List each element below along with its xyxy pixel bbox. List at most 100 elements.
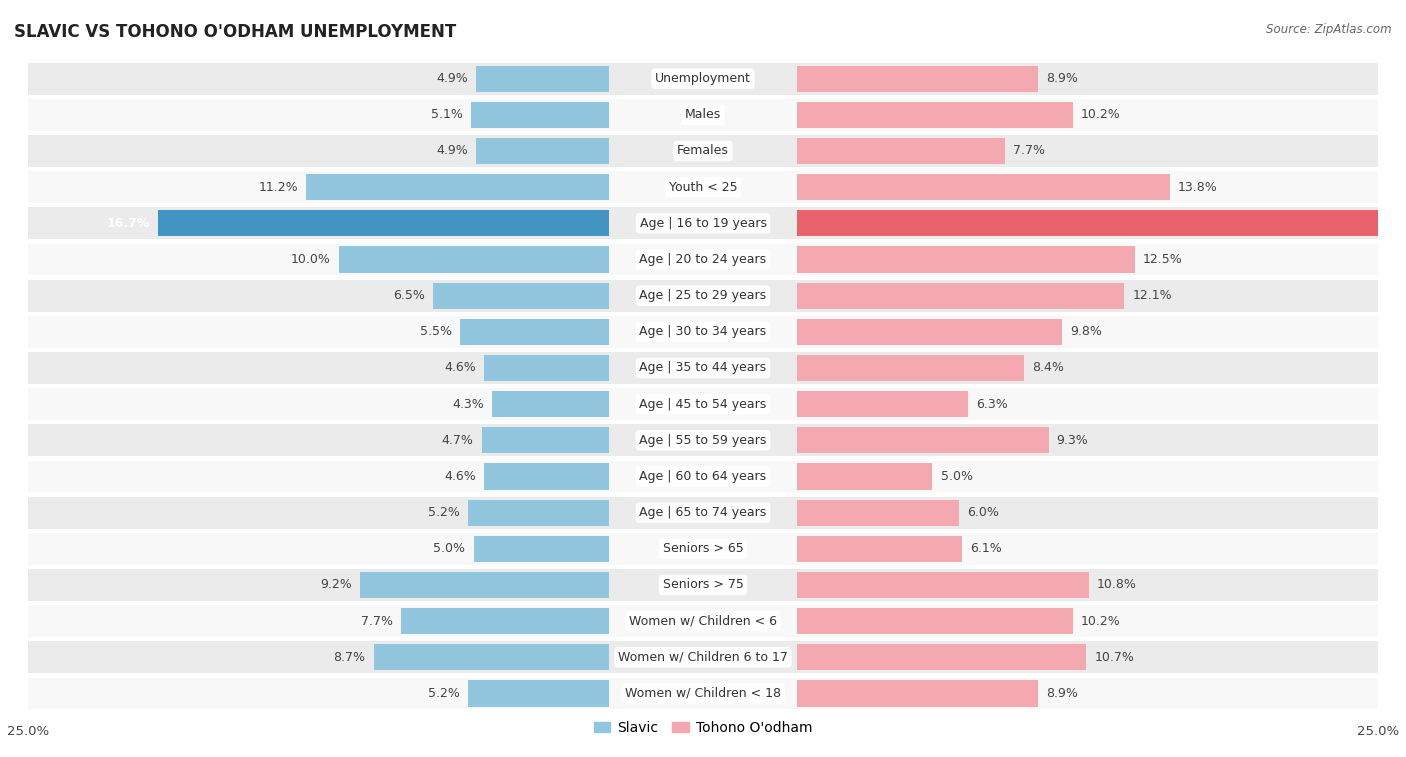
Text: 7.7%: 7.7% <box>360 615 392 628</box>
Bar <box>797 644 1087 671</box>
Text: 8.9%: 8.9% <box>1046 72 1078 85</box>
Text: Youth < 25: Youth < 25 <box>669 181 737 194</box>
Bar <box>797 247 1135 273</box>
Bar <box>797 427 1049 453</box>
Text: 16.7%: 16.7% <box>107 217 149 230</box>
Bar <box>797 681 1038 706</box>
Bar <box>477 138 609 164</box>
Text: 10.7%: 10.7% <box>1094 651 1135 664</box>
Text: SLAVIC VS TOHONO O'ODHAM UNEMPLOYMENT: SLAVIC VS TOHONO O'ODHAM UNEMPLOYMENT <box>14 23 457 41</box>
Text: 5.0%: 5.0% <box>433 542 465 556</box>
Bar <box>28 171 1378 203</box>
Bar <box>28 99 1378 131</box>
Bar <box>492 391 609 417</box>
Text: 11.2%: 11.2% <box>259 181 298 194</box>
Text: Age | 35 to 44 years: Age | 35 to 44 years <box>640 362 766 375</box>
Bar <box>797 101 1073 128</box>
Text: Age | 55 to 59 years: Age | 55 to 59 years <box>640 434 766 447</box>
Text: Age | 30 to 34 years: Age | 30 to 34 years <box>640 326 766 338</box>
Bar <box>433 282 609 309</box>
Text: 12.1%: 12.1% <box>1132 289 1171 302</box>
Text: 7.7%: 7.7% <box>1014 145 1046 157</box>
Text: 8.9%: 8.9% <box>1046 687 1078 700</box>
Text: 4.6%: 4.6% <box>444 470 477 483</box>
Bar <box>797 355 1024 381</box>
Bar <box>28 135 1378 167</box>
Text: 8.7%: 8.7% <box>333 651 366 664</box>
Text: 9.8%: 9.8% <box>1070 326 1102 338</box>
Bar <box>157 210 609 236</box>
Bar <box>28 316 1378 347</box>
Bar <box>797 66 1038 92</box>
Bar <box>482 427 609 453</box>
Text: 6.0%: 6.0% <box>967 506 1000 519</box>
Bar <box>460 319 609 345</box>
Text: Source: ZipAtlas.com: Source: ZipAtlas.com <box>1267 23 1392 36</box>
Text: Age | 45 to 54 years: Age | 45 to 54 years <box>640 397 766 410</box>
Bar <box>797 138 1005 164</box>
Text: Seniors > 75: Seniors > 75 <box>662 578 744 591</box>
Text: 13.8%: 13.8% <box>1178 181 1218 194</box>
Bar <box>307 174 609 200</box>
Text: 4.9%: 4.9% <box>436 145 468 157</box>
Text: 5.5%: 5.5% <box>420 326 451 338</box>
Bar <box>28 244 1378 276</box>
Text: Seniors > 65: Seniors > 65 <box>662 542 744 556</box>
Text: Age | 60 to 64 years: Age | 60 to 64 years <box>640 470 766 483</box>
Bar <box>797 391 967 417</box>
Bar <box>28 606 1378 637</box>
Bar <box>28 207 1378 239</box>
Bar <box>797 210 1395 236</box>
Bar <box>28 425 1378 456</box>
Bar <box>28 497 1378 528</box>
Bar <box>28 280 1378 312</box>
Text: Women w/ Children < 18: Women w/ Children < 18 <box>626 687 780 700</box>
Bar <box>797 500 959 525</box>
Text: 5.0%: 5.0% <box>941 470 973 483</box>
Bar <box>468 500 609 525</box>
Bar <box>28 678 1378 709</box>
Text: Age | 16 to 19 years: Age | 16 to 19 years <box>640 217 766 230</box>
Text: 10.2%: 10.2% <box>1081 108 1121 121</box>
Bar <box>28 533 1378 565</box>
Bar <box>484 463 609 490</box>
Bar <box>401 608 609 634</box>
Bar <box>474 536 609 562</box>
Bar <box>797 282 1125 309</box>
Legend: Slavic, Tohono O'odham: Slavic, Tohono O'odham <box>588 715 818 740</box>
Bar <box>28 388 1378 420</box>
Text: 8.4%: 8.4% <box>1032 362 1064 375</box>
Text: Women w/ Children 6 to 17: Women w/ Children 6 to 17 <box>619 651 787 664</box>
Text: Age | 20 to 24 years: Age | 20 to 24 years <box>640 253 766 266</box>
Bar <box>28 641 1378 673</box>
Bar <box>28 460 1378 492</box>
Bar <box>374 644 609 671</box>
Text: 10.0%: 10.0% <box>291 253 330 266</box>
Bar <box>477 66 609 92</box>
Text: 5.1%: 5.1% <box>430 108 463 121</box>
Text: 5.2%: 5.2% <box>429 687 460 700</box>
Bar <box>28 352 1378 384</box>
Bar <box>797 463 932 490</box>
Text: 10.2%: 10.2% <box>1081 615 1121 628</box>
Text: 6.1%: 6.1% <box>970 542 1002 556</box>
Text: 5.2%: 5.2% <box>429 506 460 519</box>
Text: 4.7%: 4.7% <box>441 434 474 447</box>
Text: Age | 25 to 29 years: Age | 25 to 29 years <box>640 289 766 302</box>
Text: 10.8%: 10.8% <box>1097 578 1137 591</box>
Text: 12.5%: 12.5% <box>1143 253 1182 266</box>
Text: 6.3%: 6.3% <box>976 397 1008 410</box>
Text: 4.6%: 4.6% <box>444 362 477 375</box>
Bar <box>471 101 609 128</box>
Bar <box>28 63 1378 95</box>
Text: 9.2%: 9.2% <box>321 578 352 591</box>
Bar <box>797 608 1073 634</box>
Bar <box>468 681 609 706</box>
Bar <box>797 174 1170 200</box>
Bar <box>339 247 609 273</box>
Bar <box>360 572 609 598</box>
Bar <box>797 319 1062 345</box>
Text: Females: Females <box>678 145 728 157</box>
Text: 6.5%: 6.5% <box>394 289 425 302</box>
Text: 22.1%: 22.1% <box>1402 217 1406 230</box>
